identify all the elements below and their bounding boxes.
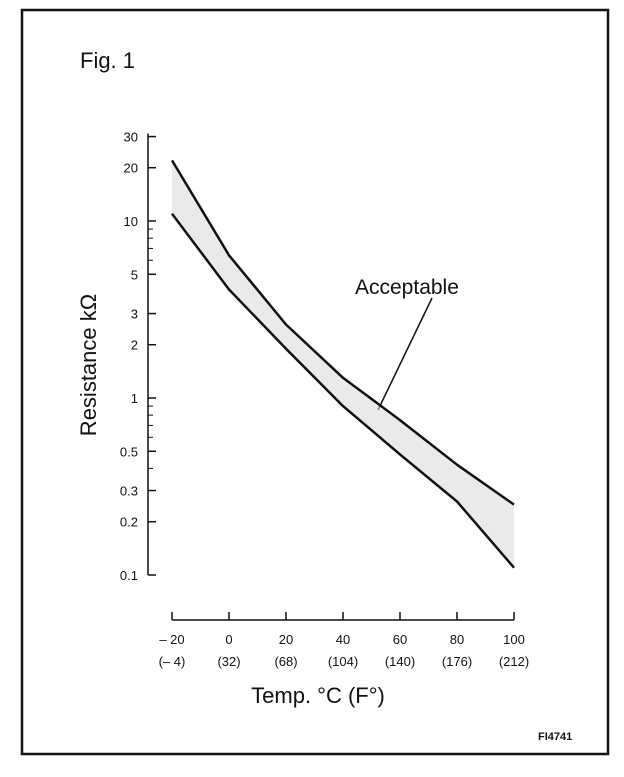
- x-tick-label-fahrenheit: (212): [499, 654, 529, 669]
- figure-frame: [20, 8, 610, 756]
- annotation-leader: [377, 297, 433, 411]
- x-tick-label: – 20: [159, 632, 184, 647]
- x-tick-label: 100: [503, 632, 525, 647]
- y-tick-label: 0.5: [120, 444, 138, 459]
- x-tick-label-fahrenheit: (– 4): [159, 654, 186, 669]
- y-tick-label: 5: [131, 267, 138, 282]
- acceptable-band: [172, 160, 514, 568]
- x-tick-label: 20: [279, 632, 293, 647]
- lower-limit-line: [171, 212, 515, 569]
- chart-title: Fig. 1: [80, 48, 135, 73]
- x-tick-label: 40: [336, 632, 350, 647]
- y-tick-label: 0.2: [120, 515, 138, 530]
- y-tick-label: 1: [131, 391, 138, 406]
- upper-limit-line: [170, 159, 515, 506]
- x-tick-label-fahrenheit: (176): [442, 654, 472, 669]
- x-tick-label: 80: [450, 632, 464, 647]
- annotation-label: Acceptable: [355, 276, 459, 299]
- y-axis-label: Resistance kΩ: [76, 294, 101, 436]
- y-tick-label: 30: [124, 130, 138, 145]
- figure-code: FI4741: [538, 731, 572, 743]
- x-axis-label: Temp. °C (F°): [251, 683, 385, 708]
- x-tick-label-fahrenheit: (104): [328, 654, 358, 669]
- x-tick-label-fahrenheit: (140): [385, 654, 415, 669]
- x-tick-label: 0: [225, 632, 232, 647]
- y-tick-label: 0.3: [120, 484, 138, 499]
- x-tick-label-fahrenheit: (32): [217, 654, 240, 669]
- x-tick-label: 60: [393, 632, 407, 647]
- x-tick-label-fahrenheit: (68): [274, 654, 297, 669]
- y-tick-label: 0.1: [120, 568, 138, 583]
- y-tick-label: 20: [124, 161, 138, 176]
- y-tick-label: 2: [131, 338, 138, 353]
- y-tick-label: 10: [124, 214, 138, 229]
- y-tick-label: 3: [131, 307, 138, 322]
